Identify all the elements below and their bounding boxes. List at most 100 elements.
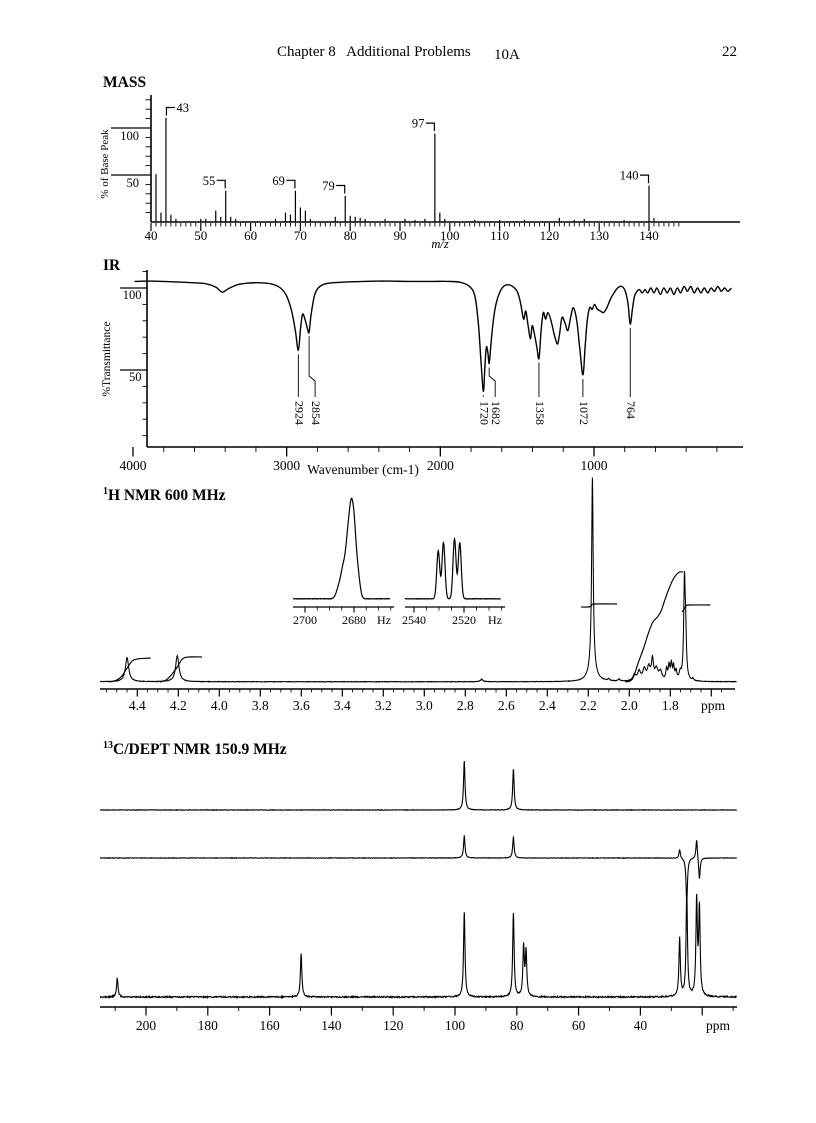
ir-x-tick-label: 4000 xyxy=(120,458,147,473)
ir-band-wavenumber-label: 1358 xyxy=(533,401,547,425)
h1-inset-tick-label: 2520 xyxy=(452,613,476,627)
h1-inset-tick-label: 2700 xyxy=(293,613,317,627)
h1-nmr-section-title: 1H NMR 600 MHz xyxy=(103,486,226,505)
mass-x-axis-title: m/z xyxy=(431,237,449,251)
c13-x-tick-label: 160 xyxy=(259,1018,280,1033)
h1-x-tick-label: 3.4 xyxy=(334,698,351,713)
ir-band-wavenumber-label: 1720 xyxy=(477,401,491,425)
mass-x-tick-label: 110 xyxy=(490,228,509,243)
mass-peak-label: 79 xyxy=(322,179,335,193)
mass-spectrum-chart: 40 50 60 70 80 90 100 110 120 130 140 100 50 43 55 69 79… xyxy=(99,95,740,251)
ir-band-wavenumber-label: 764 xyxy=(624,401,638,419)
mass-x-tick-label: 100 xyxy=(440,228,460,243)
h1-x-tick-label: 2.6 xyxy=(498,698,515,713)
h1-x-tick-label: 1.8 xyxy=(662,698,679,713)
ir-x-tick-label: 2000 xyxy=(427,458,454,473)
c13-x-tick-label: 60 xyxy=(572,1018,586,1033)
page-header-title: Chapter 8 Additional Problems xyxy=(277,44,471,60)
problem-number: 10A xyxy=(494,47,520,63)
h1-x-tick-label: 2.2 xyxy=(580,698,597,713)
c13-dept-nmr-chart: 200 180 160 140 120 100 80 60 40 ppm xyxy=(99,761,738,1033)
mass-x-tick-label: 40 xyxy=(145,228,158,243)
mass-peak-label: 69 xyxy=(272,174,285,188)
c13-x-tick-label: 180 xyxy=(198,1018,219,1033)
h1-x-tick-label: 2.0 xyxy=(621,698,638,713)
ir-band-wavenumber-label: 2924 xyxy=(292,401,306,425)
c13-title-text: C/DEPT NMR 150.9 MHz xyxy=(113,741,287,759)
ir-y-tick-label: 100 xyxy=(123,288,142,302)
ir-band-wavenumber-label: 1682 xyxy=(489,401,503,425)
h1-integral-curve xyxy=(109,657,151,683)
h1-x-tick-label: 4.0 xyxy=(211,698,228,713)
mass-x-tick-label: 70 xyxy=(294,228,307,243)
mass-peak-label: 97 xyxy=(412,117,425,131)
ir-x-tick-label: 3000 xyxy=(273,458,300,473)
h1-integral-curve xyxy=(624,571,684,683)
mass-peak-label-bracket xyxy=(286,179,296,189)
h1-integral-curve xyxy=(159,656,202,683)
ir-band-wavenumber-label: 1072 xyxy=(577,401,591,425)
h1-x-tick-label: 4.2 xyxy=(170,698,187,713)
mass-peak-label: 140 xyxy=(620,169,639,183)
c13-x-tick-label: 200 xyxy=(136,1018,157,1033)
c13-x-tick-label: 140 xyxy=(321,1018,342,1033)
ir-x-axis-title: Wavenumber (cm-1) xyxy=(307,462,419,477)
h1-inset-tick-label: 2540 xyxy=(402,613,426,627)
h1-nmr-spectrum-chart: 4.4 4.2 4.0 3.8 3.6 3.4 3.2 3.0 2.8 2.6 2.4 2.2 2.0 1… xyxy=(99,477,737,713)
h1-integral-curve xyxy=(581,603,618,608)
h1-x-tick-label: 2.4 xyxy=(539,698,556,713)
h1-spectrum-trace xyxy=(99,477,737,683)
mass-y-tick-label: 50 xyxy=(127,176,140,190)
ir-band-leader-line xyxy=(308,336,316,397)
mass-peak-label-bracket xyxy=(165,106,175,116)
ir-band-wavenumber-label: 2854 xyxy=(309,401,323,425)
mass-x-tick-label: 140 xyxy=(639,228,659,243)
mass-peak-label: 55 xyxy=(203,174,216,188)
c13-dept-section-title: 13C/DEPT NMR 150.9 MHz xyxy=(103,740,287,759)
page-number: 22 xyxy=(722,44,737,60)
mass-peak-label-bracket xyxy=(336,184,346,194)
c13-title-superscript: 13 xyxy=(103,740,113,751)
h1-x-tick-label: 3.6 xyxy=(293,698,310,713)
c13-x-axis-unit: ppm xyxy=(706,1018,731,1033)
mass-y-axis-title: % of Base Peak xyxy=(99,129,111,199)
ir-band-leader-line xyxy=(488,367,496,397)
mass-x-tick-label: 60 xyxy=(244,228,257,243)
h1-title-text: H NMR 600 MHz xyxy=(108,487,226,505)
mass-peak-label: 43 xyxy=(176,101,189,115)
h1-x-tick-label: 4.4 xyxy=(129,698,146,713)
c13-dept-ch-trace xyxy=(99,761,738,812)
c13-broadband-trace xyxy=(99,892,737,1000)
c13-x-tick-label: 40 xyxy=(634,1018,648,1033)
c13-x-tick-label: 100 xyxy=(445,1018,466,1033)
h1-integral-curve xyxy=(681,604,711,613)
mass-x-tick-label: 90 xyxy=(394,228,407,243)
h1-x-tick-label: 3.2 xyxy=(375,698,392,713)
h1-x-tick-label: 2.8 xyxy=(457,698,474,713)
h1-inset-expansion-trace xyxy=(292,497,391,600)
h1-inset-tick-label: 2680 xyxy=(342,613,366,627)
h1-title-superscript: 1 xyxy=(103,486,108,497)
h1-x-tick-label: 3.8 xyxy=(252,698,269,713)
mass-x-tick-label: 130 xyxy=(589,228,609,243)
mass-x-tick-label: 80 xyxy=(344,228,357,243)
mass-x-tick-label: 120 xyxy=(540,228,560,243)
mass-title-text: MASS xyxy=(103,74,147,91)
c13-x-tick-label: 120 xyxy=(383,1018,404,1033)
h1-inset-expansion-trace xyxy=(404,536,501,600)
h1-x-tick-label: 3.0 xyxy=(416,698,433,713)
mass-peak-label-bracket xyxy=(216,179,226,189)
c13-x-tick-label: 80 xyxy=(510,1018,524,1033)
mass-peak-label-bracket xyxy=(425,122,435,132)
mass-section-title: MASS xyxy=(103,74,146,92)
h1-inset-axis-unit: Hz xyxy=(488,613,502,627)
h1-x-axis-unit: ppm xyxy=(701,698,726,713)
c13-dept135-trace xyxy=(99,834,737,904)
ir-x-tick-label: 1000 xyxy=(580,458,607,473)
ir-title-text: IR xyxy=(103,257,121,274)
h1-inset-axis-unit: Hz xyxy=(377,613,391,627)
ir-y-tick-label: 50 xyxy=(129,370,142,384)
mass-y-tick-label: 100 xyxy=(120,129,139,143)
